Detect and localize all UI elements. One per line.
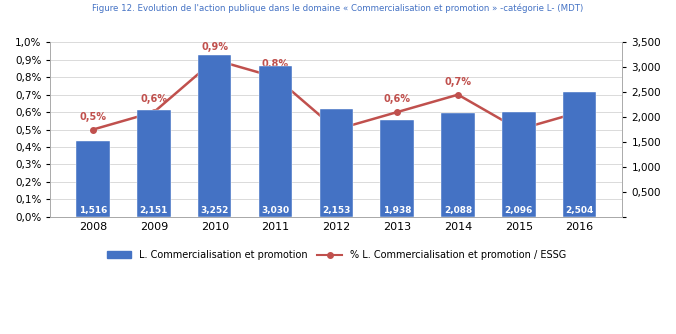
Bar [76,141,110,217]
Bar [441,113,475,217]
Text: 2,088: 2,088 [444,206,472,215]
Text: 0,6%: 0,6% [566,94,593,104]
Text: 0,5%: 0,5% [506,112,532,122]
Text: 1,516: 1,516 [79,206,107,215]
Text: 2,096: 2,096 [504,206,533,215]
Bar [563,92,596,217]
Bar [381,120,414,217]
Bar [137,110,170,217]
Text: 1,938: 1,938 [383,206,412,215]
Text: 0,5%: 0,5% [80,112,107,122]
Text: 0,6%: 0,6% [384,94,411,104]
Text: 3,030: 3,030 [262,206,289,215]
Text: 0,8%: 0,8% [262,59,289,69]
Text: 3,252: 3,252 [201,206,229,215]
Text: 0,5%: 0,5% [323,144,350,154]
Text: 0,7%: 0,7% [445,77,471,87]
Bar [198,55,231,217]
Text: Figure 12. Evolution de l'action publique dans le domaine « Commercialisation et: Figure 12. Evolution de l'action publiqu… [93,3,583,13]
Text: 0,6%: 0,6% [141,94,168,104]
Bar [320,110,353,217]
Text: 2,153: 2,153 [322,206,351,215]
Legend: L. Commercialisation et promotion, % L. Commercialisation et promotion / ESSG: L. Commercialisation et promotion, % L. … [103,246,570,264]
Text: 2,151: 2,151 [140,206,168,215]
Text: 2,504: 2,504 [565,206,594,215]
Text: 0,9%: 0,9% [201,42,228,52]
Bar [502,112,535,217]
Bar [259,66,292,217]
